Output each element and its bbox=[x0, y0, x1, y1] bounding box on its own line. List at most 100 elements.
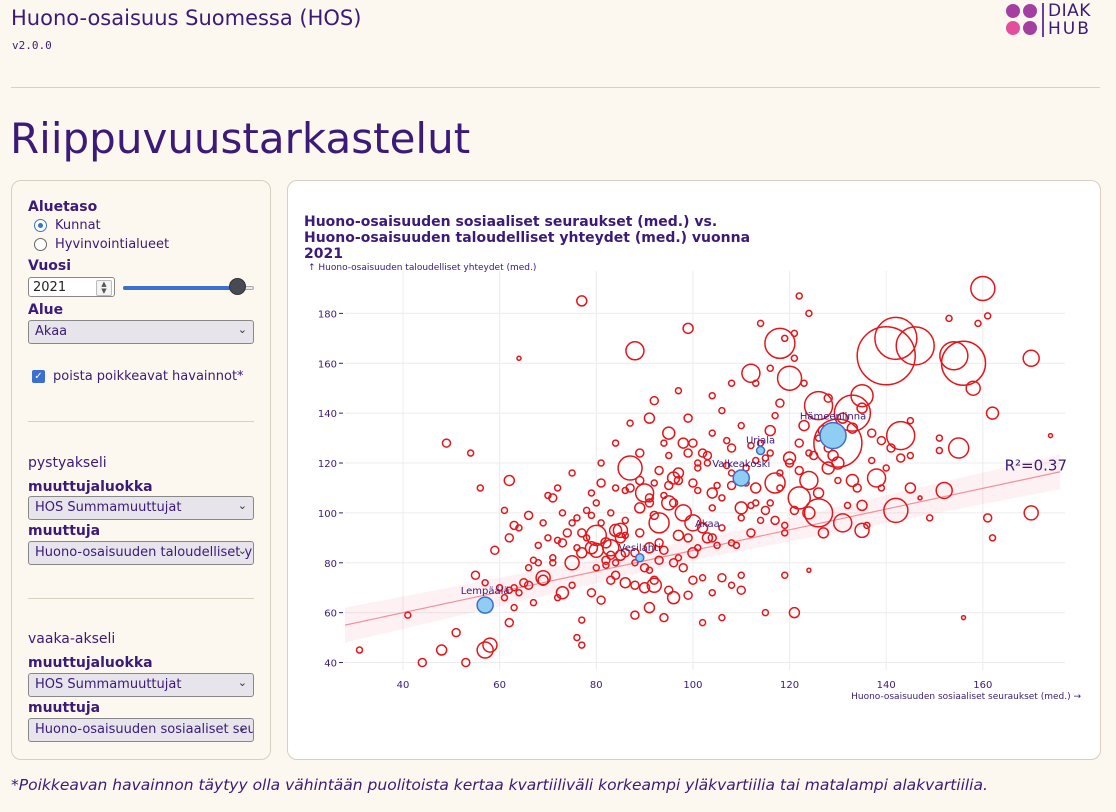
data-point bbox=[678, 563, 689, 573]
area-select[interactable]: Akaa ⌄ bbox=[28, 320, 254, 344]
data-point bbox=[850, 383, 874, 408]
data-point bbox=[650, 479, 659, 487]
data-point bbox=[643, 412, 656, 424]
y-category-value: HOS Summamuuttujat bbox=[35, 500, 182, 515]
data-point bbox=[558, 509, 567, 517]
radio-hyvinvointialueet[interactable]: Hyvinvointialueet bbox=[34, 237, 169, 252]
data-point bbox=[573, 514, 581, 522]
data-point bbox=[795, 292, 803, 300]
x-category-select[interactable]: HOS Summamuuttujat ⌄ bbox=[28, 673, 254, 697]
y-category-select[interactable]: HOS Summamuuttujat ⌄ bbox=[28, 496, 254, 520]
data-point bbox=[761, 454, 770, 462]
highlight-label: Valkeakoski bbox=[712, 459, 770, 470]
data-point bbox=[734, 501, 748, 515]
data-point bbox=[790, 354, 799, 363]
data-point bbox=[694, 464, 702, 472]
data-point bbox=[544, 491, 552, 500]
version-label: v2.0.0 bbox=[12, 39, 52, 52]
data-point bbox=[534, 541, 543, 550]
year-label: Vuosi bbox=[28, 258, 72, 274]
data-point bbox=[592, 564, 601, 572]
x-axis-section-title: vaaka-akseli bbox=[28, 631, 116, 647]
data-point bbox=[635, 475, 645, 486]
data-point bbox=[766, 364, 774, 373]
year-number-input[interactable]: 2021 ▲ ▼ bbox=[28, 277, 115, 297]
data-point bbox=[925, 514, 934, 522]
data-point bbox=[654, 538, 664, 548]
data-point bbox=[727, 581, 736, 589]
x-variable-select[interactable]: Huono-osaisuuden sosiaaliset seuraukset … bbox=[28, 718, 254, 742]
data-point bbox=[776, 484, 784, 492]
data-point bbox=[586, 587, 597, 598]
data-point bbox=[630, 580, 640, 590]
data-point bbox=[634, 502, 646, 514]
data-point bbox=[776, 365, 803, 391]
data-point bbox=[794, 438, 804, 448]
chart-card: Huono-osaisuuden sosiaaliset seuraukset … bbox=[287, 180, 1101, 760]
data-point bbox=[662, 426, 676, 440]
data-point bbox=[688, 438, 698, 448]
chevron-down-icon: ⌄ bbox=[237, 323, 247, 336]
data-point bbox=[576, 295, 588, 307]
data-point bbox=[802, 506, 816, 520]
data-point bbox=[573, 544, 581, 552]
data-point bbox=[780, 529, 789, 537]
highlight-label: Akaa bbox=[695, 519, 720, 530]
data-point bbox=[736, 585, 746, 595]
data-point bbox=[780, 571, 789, 579]
data-point bbox=[659, 545, 669, 556]
y-variable-select[interactable]: Huono-osaisuuden taloudelliset yhteydet … bbox=[28, 541, 254, 565]
year-slider-thumb[interactable] bbox=[228, 278, 246, 295]
data-point bbox=[549, 554, 557, 562]
data-point bbox=[782, 451, 797, 465]
data-point bbox=[806, 567, 812, 573]
scatter-plot[interactable]: 40 60 80 100 120 140 160 40 60 80 100 120 140 160 180 ↑… bbox=[288, 181, 1100, 759]
data-point bbox=[770, 515, 780, 526]
data-point bbox=[904, 482, 917, 494]
area-select-value: Akaa bbox=[35, 324, 68, 339]
data-point bbox=[524, 564, 533, 572]
data-point bbox=[495, 583, 504, 592]
data-point bbox=[500, 593, 509, 602]
data-point bbox=[895, 326, 935, 366]
data-point bbox=[557, 538, 568, 548]
data-point bbox=[823, 393, 833, 403]
year-value: 2021 bbox=[33, 280, 67, 295]
data-point bbox=[576, 547, 588, 559]
y-axis-section-title: pystyakseli bbox=[28, 455, 107, 471]
data-point bbox=[625, 341, 645, 361]
data-point bbox=[654, 555, 664, 566]
x-variable-value: Huono-osaisuuden sosiaaliset seuraukset … bbox=[35, 722, 253, 737]
data-point bbox=[600, 537, 612, 549]
data-point bbox=[790, 329, 799, 338]
highlight-point bbox=[732, 469, 750, 487]
y-tick-label: 120 bbox=[318, 459, 337, 470]
spinner-arrows-icon[interactable]: ▲ ▼ bbox=[96, 280, 112, 296]
data-point bbox=[588, 542, 605, 559]
y-tick-label: 160 bbox=[318, 359, 337, 370]
data-point bbox=[708, 504, 716, 512]
x-tick-label: 80 bbox=[590, 680, 603, 691]
data-point bbox=[611, 559, 620, 567]
data-point bbox=[515, 524, 523, 532]
data-point bbox=[780, 334, 789, 343]
data-point bbox=[718, 524, 726, 532]
data-point bbox=[644, 493, 655, 503]
data-point bbox=[664, 585, 674, 595]
data-point bbox=[885, 420, 916, 451]
data-point bbox=[764, 472, 786, 494]
outlier-checkbox[interactable]: ✓ poista poikkeavat havainnot* bbox=[32, 369, 244, 384]
outlier-footnote: *Poikkeavan havainnon täytyy olla vähint… bbox=[11, 776, 988, 794]
radio-kunnat[interactable]: Kunnat bbox=[34, 218, 101, 233]
data-point bbox=[683, 448, 693, 458]
data-point bbox=[584, 541, 599, 555]
data-point bbox=[639, 563, 650, 573]
x-tick-label: 100 bbox=[683, 680, 702, 691]
highlight-label: Hämeenlinna bbox=[800, 412, 866, 423]
chevron-down-icon: ⌄ bbox=[237, 721, 247, 734]
data-point bbox=[519, 577, 529, 588]
data-point bbox=[794, 465, 804, 476]
data-point bbox=[555, 585, 570, 600]
data-point bbox=[688, 575, 698, 585]
data-point bbox=[737, 571, 745, 579]
